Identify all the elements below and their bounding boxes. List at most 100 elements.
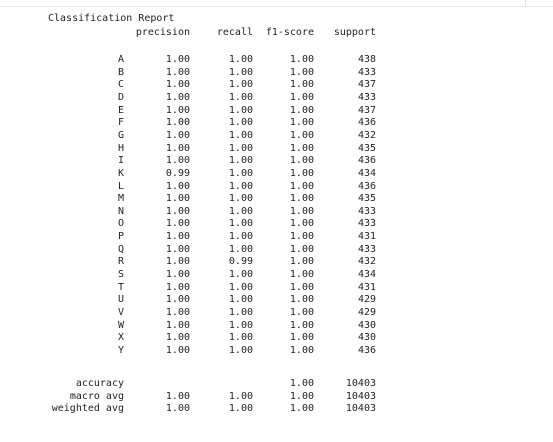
precision-value: 1.00 (165, 117, 190, 129)
class-row: F 1.00 1.00 1.00 436 (0, 117, 553, 129)
f1-score-value: 1.00 (289, 294, 314, 306)
recall-value: 1.00 (228, 307, 253, 318)
class-row: G 1.00 1.00 1.00 432 (0, 130, 553, 142)
row-label: accuracy (75, 378, 124, 389)
support-value: 434 (357, 167, 376, 179)
row-label: D (117, 91, 124, 103)
precision-value: 1.00 (165, 281, 190, 293)
class-row: X 1.00 1.00 1.00 430 (0, 332, 553, 344)
class-row: R 1.00 0.99 1.00 432 (0, 256, 553, 268)
class-row: W 1.00 1.00 1.00 430 (0, 320, 553, 332)
precision-value: 1.00 (165, 54, 190, 65)
row-label: E (117, 104, 124, 116)
support-value: 437 (357, 104, 376, 116)
f1-score-value: 1.00 (289, 129, 314, 141)
precision-value: 1.00 (165, 129, 190, 141)
class-row: Y 1.00 1.00 1.00 436 (0, 345, 553, 357)
support-value: 435 (357, 193, 376, 205)
f1-score-value: 1.00 (289, 281, 314, 293)
support-value: 10403 (345, 390, 376, 402)
header-precision: precision (135, 27, 190, 38)
support-value: 430 (357, 319, 376, 331)
row-label: O (117, 218, 124, 230)
precision-value: 1.00 (165, 243, 190, 255)
f1-score-value: 1.00 (289, 256, 314, 268)
precision-value: 1.00 (165, 79, 190, 91)
f1-score-value: 1.00 (289, 167, 314, 179)
precision-value: 1.00 (165, 344, 190, 356)
support-value: 436 (357, 180, 376, 192)
row-label: S (117, 269, 124, 281)
support-value: 433 (357, 205, 376, 217)
row-label: W (117, 319, 124, 331)
f1-score-value: 1.00 (289, 91, 314, 103)
f1-score-value: 1.00 (289, 180, 314, 192)
recall-value: 1.00 (228, 218, 253, 230)
f1-score-value: 1.00 (289, 66, 314, 78)
f1-score-value: 1.00 (289, 54, 314, 65)
report-title: Classification Report (48, 13, 175, 24)
row-label: R (117, 256, 124, 268)
row-label: B (117, 66, 124, 78)
support-value: 436 (357, 155, 376, 167)
recall-value: 1.00 (228, 180, 253, 192)
recall-value: 1.00 (228, 167, 253, 179)
class-row: V 1.00 1.00 1.00 429 (0, 307, 553, 319)
f1-score-value: 1.00 (289, 218, 314, 230)
header-recall: recall (216, 27, 253, 38)
precision-value: 1.00 (165, 205, 190, 217)
precision-value: 0.99 (165, 167, 190, 179)
header-support: support (333, 27, 376, 38)
output-cell-divider (525, 0, 526, 6)
f1-score-value: 1.00 (289, 319, 314, 331)
f1-score-value: 1.00 (289, 243, 314, 255)
precision-value: 1.00 (165, 142, 190, 154)
recall-value: 1.00 (228, 104, 253, 116)
precision-value: 1.00 (165, 256, 190, 268)
recall-value: 1.00 (228, 54, 253, 65)
precision-value: 1.00 (165, 403, 190, 414)
support-value: 429 (357, 294, 376, 306)
support-value: 431 (357, 281, 376, 293)
class-row: C 1.00 1.00 1.00 437 (0, 79, 553, 91)
header-f1-score: f1-score (265, 27, 314, 38)
precision-value: 1.00 (165, 332, 190, 344)
recall-value: 1.00 (228, 142, 253, 154)
precision-value: 1.00 (165, 104, 190, 116)
summary-row: accuracy 1.00 10403 (0, 378, 553, 390)
row-label: M (117, 193, 124, 205)
recall-value: 1.00 (228, 319, 253, 331)
class-row: O 1.00 1.00 1.00 433 (0, 218, 553, 230)
recall-value: 1.00 (228, 79, 253, 91)
support-value: 436 (357, 117, 376, 129)
class-row: K 0.99 1.00 1.00 434 (0, 168, 553, 180)
f1-score-value: 1.00 (289, 231, 314, 243)
output-top-border (0, 6, 553, 7)
support-value: 437 (357, 79, 376, 91)
f1-score-value: 1.00 (289, 378, 314, 389)
support-value: 429 (357, 307, 376, 318)
f1-score-value: 1.00 (289, 205, 314, 217)
support-value: 432 (357, 129, 376, 141)
class-row: Q 1.00 1.00 1.00 433 (0, 244, 553, 256)
precision-value: 1.00 (165, 307, 190, 318)
recall-value: 1.00 (228, 155, 253, 167)
class-row: I 1.00 1.00 1.00 436 (0, 155, 553, 167)
class-row: M 1.00 1.00 1.00 435 (0, 193, 553, 205)
precision-value: 1.00 (165, 91, 190, 103)
support-value: 435 (357, 142, 376, 154)
row-label: C (117, 79, 124, 91)
recall-value: 1.00 (228, 390, 253, 402)
f1-score-value: 1.00 (289, 142, 314, 154)
class-row: L 1.00 1.00 1.00 436 (0, 181, 553, 193)
f1-score-value: 1.00 (289, 307, 314, 318)
row-label: macro avg (69, 390, 124, 402)
class-row: A 1.00 1.00 1.00 438 (0, 54, 553, 66)
f1-score-value: 1.00 (289, 403, 314, 414)
recall-value: 1.00 (228, 332, 253, 344)
summary-row: weighted avg 1.00 1.00 1.00 10403 (0, 403, 553, 415)
support-value: 10403 (345, 378, 376, 389)
row-label: U (117, 294, 124, 306)
recall-value: 1.00 (228, 281, 253, 293)
